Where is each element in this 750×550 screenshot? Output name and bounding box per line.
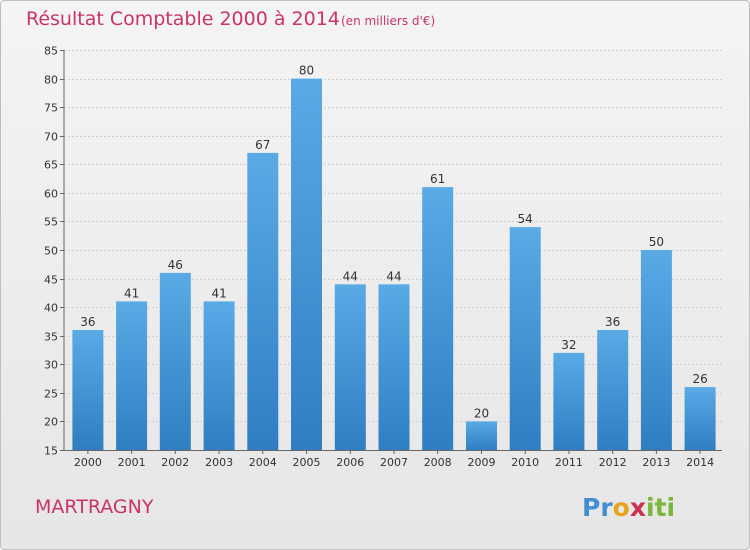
x-tick-label-2000: 2000 [74, 456, 102, 469]
value-label-2006: 44 [343, 269, 358, 283]
value-label-2000: 36 [80, 315, 95, 329]
x-tick-label-2011: 2011 [555, 456, 583, 469]
value-label-2009: 20 [474, 406, 489, 420]
y-tick-label: 35 [44, 331, 58, 344]
x-tick-label-2014: 2014 [686, 456, 714, 469]
y-tick-label: 75 [44, 102, 58, 115]
chart-subtitle: (en milliers d'€) [341, 14, 435, 28]
bar-2008 [422, 187, 454, 450]
bar-2002 [159, 272, 191, 450]
x-tick-label-2002: 2002 [161, 456, 189, 469]
y-tick-label: 40 [44, 302, 58, 315]
y-tick-label: 70 [44, 131, 58, 144]
x-tick-label-2009: 2009 [468, 456, 496, 469]
value-label-2003: 41 [211, 286, 226, 300]
value-label-2012: 36 [605, 315, 620, 329]
x-tick-label-2001: 2001 [118, 456, 146, 469]
bar-2009 [466, 421, 497, 450]
logo-text: Proxiti [582, 493, 675, 522]
logo-letter: P [582, 493, 600, 522]
y-axis-ticks: 15 20 25 30 35 40 45 50 55 60 65 70 75 80 85 [44, 45, 64, 458]
bar-2005 [291, 78, 322, 450]
y-tick-label: 15 [44, 445, 58, 458]
x-tick-label-2006: 2006 [336, 456, 364, 469]
y-tick-label: 60 [44, 188, 58, 201]
value-label-2004: 67 [255, 138, 270, 152]
y-tick-label: 85 [44, 45, 58, 58]
y-tick-label: 25 [44, 388, 58, 401]
value-label-2014: 26 [692, 372, 707, 386]
value-labels: 36 41 46 41 67 80 44 44 61 20 54 32 36 50 26 [80, 64, 707, 421]
logo-letter: i [667, 493, 676, 522]
x-tick-label-2008: 2008 [424, 456, 452, 469]
value-label-2002: 46 [168, 258, 183, 272]
bar-2004 [247, 152, 279, 450]
y-tick-label: 80 [44, 74, 58, 87]
x-tick-label-2013: 2013 [642, 456, 670, 469]
value-label-2008: 61 [430, 172, 445, 186]
y-tick-label: 45 [44, 274, 58, 287]
y-tick-label: 20 [44, 416, 58, 429]
value-label-2007: 44 [386, 269, 401, 283]
x-tick-label-2003: 2003 [205, 456, 233, 469]
logo-letter: r [600, 493, 613, 522]
value-label-2011: 32 [561, 338, 576, 352]
proxiti-logo: Proxiti [582, 493, 675, 522]
logo-letter: i [646, 493, 655, 522]
city-name: MARTRAGNY [35, 496, 154, 518]
bar-2007 [378, 284, 410, 450]
chart-title: Résultat Comptable 2000 à 2014 [26, 8, 340, 30]
x-tick-label-2012: 2012 [599, 456, 627, 469]
bar-2011 [553, 352, 585, 450]
bar-2006 [334, 284, 366, 450]
x-tick-label-2005: 2005 [293, 456, 321, 469]
bar-2000 [72, 330, 104, 450]
logo-letter: o [613, 493, 630, 522]
logo-letter: x [630, 493, 646, 522]
bar-2003 [203, 301, 235, 450]
y-tick-label: 50 [44, 245, 58, 258]
x-tick-label-2004: 2004 [249, 456, 277, 469]
x-axis-ticks: 2000 2001 2002 2003 2004 2005 2006 2007 2008 2009… [74, 450, 714, 469]
bar-2012 [597, 330, 629, 450]
y-tick-label: 30 [44, 359, 58, 372]
value-label-2005: 80 [299, 64, 314, 78]
bar-2013 [640, 250, 672, 450]
y-tick-label: 65 [44, 159, 58, 172]
bar-2010 [509, 227, 541, 450]
logo-letter: t [655, 493, 667, 522]
x-tick-label-2010: 2010 [511, 456, 539, 469]
bar-2014 [684, 387, 716, 450]
y-tick-label: 55 [44, 216, 58, 229]
bar-2001 [116, 301, 148, 450]
value-label-2001: 41 [124, 286, 139, 300]
x-tick-label-2007: 2007 [380, 456, 408, 469]
value-label-2010: 54 [518, 212, 533, 226]
bars [72, 78, 716, 450]
value-label-2013: 50 [649, 235, 664, 249]
